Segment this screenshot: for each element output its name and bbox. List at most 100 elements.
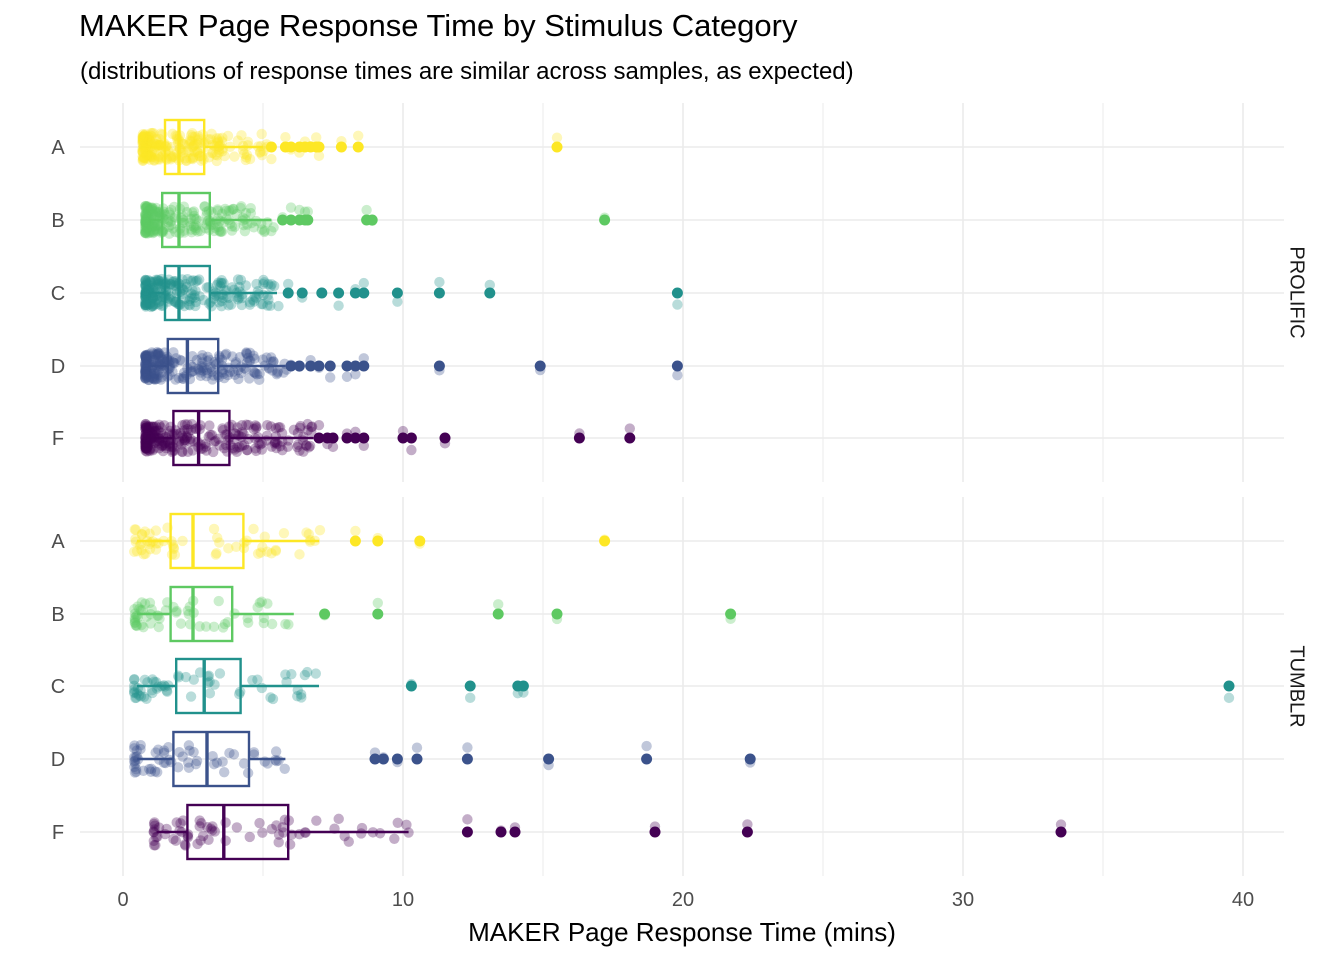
x-tick-label: 30 — [952, 889, 974, 911]
jitter-point — [168, 833, 179, 845]
jitter-point — [145, 351, 156, 362]
jitter-point — [163, 214, 174, 225]
jitter-point — [151, 225, 163, 237]
jitter-point — [194, 150, 205, 162]
jitter-point — [132, 682, 144, 694]
jitter-point — [171, 277, 182, 289]
jitter-point — [140, 428, 151, 440]
jitter-point — [256, 596, 267, 607]
jitter-point — [237, 144, 249, 156]
jitter-point — [140, 275, 152, 286]
jitter-point — [207, 751, 218, 762]
jitter-point — [171, 285, 182, 296]
jitter-point — [178, 367, 190, 378]
jitter-point — [221, 348, 232, 360]
outlier-point — [349, 360, 361, 372]
jitter-point — [224, 141, 236, 153]
jitter-point — [325, 372, 336, 383]
jitter-point — [143, 374, 154, 386]
jitter-point — [149, 221, 160, 232]
jitter-point — [144, 763, 155, 775]
outlier-point — [285, 214, 297, 226]
jitter-point — [141, 350, 153, 361]
jitter-point — [140, 203, 151, 214]
jitter-point — [206, 363, 218, 375]
jitter-point — [148, 225, 159, 237]
jitter-point — [201, 370, 212, 382]
jitter-point — [184, 135, 195, 146]
jitter-point — [140, 422, 152, 433]
jitter-point — [223, 543, 234, 554]
jitter-point — [223, 214, 235, 226]
jitter-point — [172, 762, 184, 773]
outlier-point — [534, 360, 546, 372]
jitter-point — [153, 425, 164, 436]
jitter-point — [170, 835, 182, 846]
jitter-point — [142, 228, 153, 239]
jitter-point — [213, 144, 225, 155]
jitter-point — [343, 836, 354, 847]
jitter-point — [140, 280, 151, 292]
jitter-point — [356, 822, 368, 834]
jitter-point — [280, 669, 291, 680]
jitter-point — [159, 681, 171, 692]
jitter-point — [153, 150, 164, 162]
jitter-point — [142, 149, 154, 161]
jitter-point — [140, 209, 151, 220]
jitter-point — [162, 597, 173, 608]
jitter-point — [174, 203, 186, 215]
jitter-point — [195, 367, 206, 378]
jitter-point — [129, 761, 140, 773]
jitter-point — [186, 419, 198, 430]
jitter-point — [222, 130, 234, 142]
jitter-point — [211, 137, 222, 149]
jitter-point — [142, 200, 153, 212]
jitter-point — [165, 216, 176, 227]
jitter-point — [201, 364, 213, 376]
jitter-point — [137, 146, 148, 157]
jitter-point — [139, 136, 150, 148]
jitter-point — [202, 821, 213, 833]
jitter-point — [140, 299, 151, 311]
jitter-point — [197, 830, 209, 842]
jitter-point — [273, 422, 284, 433]
jitter-point — [148, 429, 159, 441]
jitter-point — [278, 367, 289, 378]
jitter-point — [145, 301, 157, 313]
jitter-point — [153, 207, 164, 218]
jitter-point — [140, 225, 151, 237]
jitter-point — [203, 298, 215, 309]
jitter-point — [333, 813, 344, 825]
jitter-point — [141, 219, 152, 231]
jitter-point — [140, 351, 151, 363]
jitter-point — [272, 366, 283, 377]
jitter-point — [159, 828, 171, 840]
jitter-point — [265, 352, 277, 363]
jitter-point — [140, 201, 151, 212]
jitter-point — [187, 361, 198, 373]
jitter-point — [142, 148, 154, 159]
jitter-point — [269, 436, 281, 448]
outlier-point — [391, 753, 403, 765]
jitter-point — [160, 141, 171, 152]
jitter-point — [203, 282, 214, 293]
jitter-point — [270, 545, 282, 557]
jitter-point — [205, 361, 216, 373]
jitter-point — [170, 353, 182, 364]
jitter-point — [202, 351, 213, 363]
jitter-point — [230, 357, 242, 368]
jitter-point — [176, 446, 188, 457]
jitter-point — [215, 281, 226, 292]
jitter-point — [277, 436, 288, 447]
jitter-point — [138, 141, 149, 153]
jitter-point — [214, 537, 225, 548]
jitter-point — [195, 225, 206, 237]
jitter-point — [142, 279, 153, 290]
jitter-point — [169, 429, 180, 440]
jitter-point — [221, 285, 232, 296]
jitter-point — [166, 446, 178, 458]
jitter-point — [250, 445, 262, 457]
jitter-point — [157, 226, 168, 237]
jitter-point — [192, 436, 203, 448]
jitter-point — [236, 201, 247, 212]
